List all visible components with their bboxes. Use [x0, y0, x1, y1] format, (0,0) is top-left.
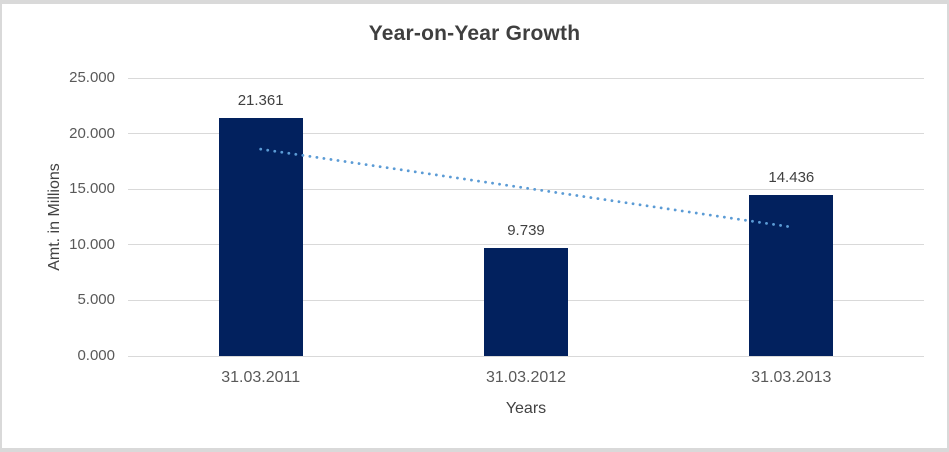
- gridline: [128, 188, 924, 190]
- x-axis-title: Years: [505, 400, 547, 417]
- gridline: [128, 133, 924, 135]
- data-label: 14.436: [768, 169, 815, 187]
- gridline: [128, 355, 924, 357]
- trendline: [259, 147, 793, 229]
- y-axis-tick-label: 0.000: [77, 347, 115, 364]
- y-axis-tick-label: 25.000: [69, 69, 115, 86]
- gridline: [128, 244, 924, 246]
- bar: [218, 118, 303, 356]
- y-axis-tick-label: 10.000: [69, 235, 115, 253]
- bar: [484, 247, 568, 356]
- y-axis-tick-label: 5.000: [77, 291, 115, 309]
- bar: [749, 195, 834, 356]
- trendline-dotted-segment: [259, 147, 793, 229]
- data-label: 21.361: [237, 92, 284, 110]
- x-axis-category-label: 31.03.2011: [221, 369, 301, 386]
- y-axis-tick-label: 15.000: [69, 180, 115, 198]
- plot-area: 21.361 9.739 14.436: [128, 77, 924, 357]
- data-label: 9.739: [507, 221, 545, 239]
- y-axis-tick-label: 20.000: [69, 124, 115, 142]
- x-axis-category-label: 31.03.2013: [751, 369, 832, 386]
- chart-title: Year-on-Year Growth: [368, 22, 581, 45]
- x-axis-category-label: 31.03.2012: [485, 369, 567, 386]
- gridline: [128, 77, 924, 79]
